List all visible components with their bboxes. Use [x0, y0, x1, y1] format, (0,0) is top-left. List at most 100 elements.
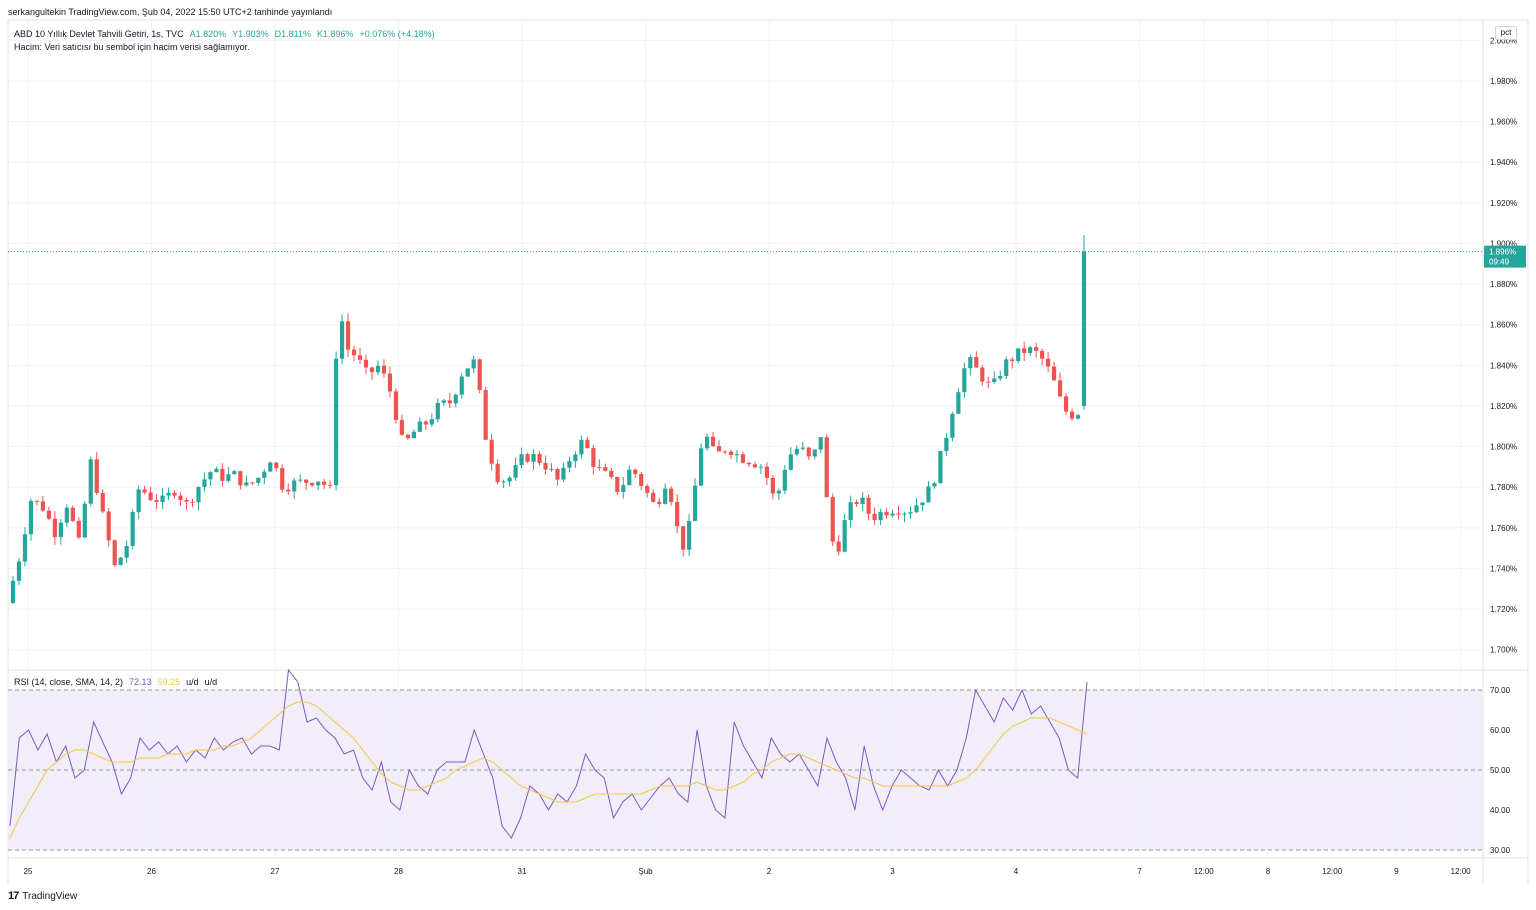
candle-body [339, 321, 345, 359]
candle-body [405, 434, 410, 439]
candles [10, 235, 1087, 604]
candle-body [351, 349, 357, 356]
time-tick-label: 8 [1266, 867, 1271, 876]
time-tick-label: 28 [394, 867, 403, 876]
candle-body [633, 469, 638, 474]
time-tick-label: 26 [147, 867, 156, 876]
candle-body [956, 392, 961, 414]
candle-body [136, 489, 141, 513]
candle-body [333, 358, 339, 486]
candle-body [501, 481, 506, 483]
price-tick-label: 2.000% [1490, 36, 1517, 45]
candle-body [399, 419, 405, 435]
candle-body [657, 501, 662, 504]
grid [8, 20, 1483, 858]
candle-body [854, 502, 859, 505]
rsi-title[interactable]: RSI (14, close, SMA, 14, 2) [14, 677, 124, 687]
candle-body [812, 449, 817, 457]
candle-body [489, 439, 494, 464]
candle-body [208, 472, 213, 480]
candle-body [447, 400, 452, 404]
time-tick-label: 12:00 [1322, 867, 1343, 876]
rsi-value: 72.13 [129, 677, 152, 687]
candle-body [746, 462, 752, 465]
candle-body [579, 439, 584, 455]
candle-body [884, 511, 889, 516]
candle-body [968, 357, 973, 369]
candle-body [375, 365, 381, 373]
candle-body [214, 468, 219, 473]
candle-body [477, 359, 482, 391]
time-tick-label: 25 [24, 867, 33, 876]
candle-body [770, 477, 775, 494]
candle-body [316, 481, 321, 486]
candle-body [1081, 251, 1087, 406]
candle-body [1063, 396, 1069, 412]
candle-body [471, 359, 476, 369]
candle-body [950, 413, 955, 438]
candle-body [1075, 415, 1081, 419]
candle-body [621, 485, 626, 492]
chart-legend[interactable]: ABD 10 Yıllık Devlet Tahvili Getiri, 1s,… [14, 28, 435, 54]
candle-body [1022, 348, 1027, 354]
last-price-value: 1.896% [1489, 248, 1516, 257]
candle-body [908, 512, 913, 514]
rsi-ud-2: u/d [204, 677, 218, 687]
candle-body [788, 454, 793, 470]
candle-body [393, 391, 399, 420]
footer-brand[interactable]: 17 TradingView [8, 890, 77, 902]
candle-body [944, 437, 949, 452]
rsi-axis-labels[interactable]: 70.00 60.00 50.00 40.00 30.00 [1490, 686, 1511, 855]
brand-name: TradingView [22, 890, 78, 902]
candle-body [256, 477, 261, 483]
candle-body [722, 451, 728, 453]
candle-body [345, 321, 351, 350]
time-tick-label: 12:00 [1194, 867, 1215, 876]
candle-body [716, 446, 722, 452]
candle-body [806, 447, 811, 457]
tradingview-logo-icon: 17 [8, 890, 19, 902]
price-tick-label: 1.960% [1490, 118, 1517, 127]
candle-body [322, 481, 327, 485]
candle-body [202, 479, 207, 487]
candle-body [244, 482, 249, 486]
rsi-legend[interactable]: RSI (14, close, SMA, 14, 2) 72.13 59.25 … [14, 677, 217, 687]
candle-body [890, 513, 895, 516]
candle-body [1010, 359, 1015, 362]
candle-body [513, 465, 518, 478]
candle-body [531, 453, 536, 462]
candle-body [704, 436, 710, 449]
candle-body [280, 468, 285, 490]
candle-body [10, 580, 16, 603]
candle-body [986, 381, 991, 383]
time-axis-labels[interactable]: 25 26 27 28 31 Şub 2 3 4 7 12:00 8 12:00 9 12:00 [24, 867, 1472, 876]
candle-body [728, 451, 734, 455]
candle-body [1028, 347, 1033, 354]
price-tick-label: 1.700% [1490, 646, 1517, 655]
open-value: A1.820% [189, 29, 227, 39]
candle-body [525, 454, 530, 462]
symbol-title[interactable]: ABD 10 Yıllık Devlet Tahvili Getiri, 1s,… [14, 29, 184, 39]
candle-body [429, 419, 434, 425]
scale-mode-button[interactable]: pct [1495, 26, 1517, 40]
candle-body [848, 502, 853, 521]
candle-body [465, 368, 470, 377]
candle-body [734, 454, 740, 456]
candle-body [776, 490, 781, 494]
candle-body [878, 511, 883, 521]
candle-body [292, 480, 297, 492]
candle-body [818, 437, 823, 450]
price-axis-labels[interactable]: 2.000% 1.980% 1.960% 1.940% 1.920% 1.900% 1.88… [1490, 36, 1517, 654]
candle-body [938, 451, 943, 484]
candle-body [40, 501, 46, 511]
candle-body [663, 488, 668, 504]
time-tick-label: 9 [1394, 867, 1399, 876]
low-value: D1.811% [274, 29, 311, 39]
candle-body [669, 488, 674, 503]
candle-body [411, 431, 416, 439]
candle-body [1034, 347, 1039, 351]
candle-body [998, 376, 1003, 379]
candle-body [615, 477, 620, 492]
candle-body [627, 469, 632, 486]
